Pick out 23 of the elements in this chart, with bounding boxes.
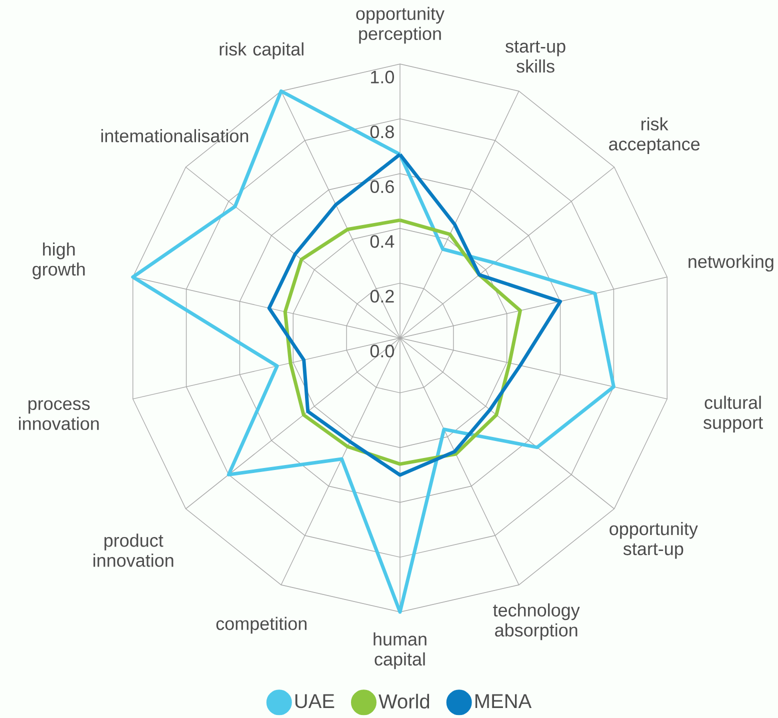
spoke-label: cultural support bbox=[704, 396, 763, 433]
spoke-label: risk capital bbox=[220, 42, 304, 60]
spoke-label: opportunity start-up bbox=[610, 522, 698, 559]
y-tick-label: 0.8 bbox=[370, 125, 394, 138]
spoke-label: human capital bbox=[374, 632, 426, 670]
spoke-label: risk acceptance bbox=[609, 117, 700, 154]
legend-label: World bbox=[378, 694, 430, 709]
spoke-label: process innovation bbox=[19, 400, 99, 430]
spoke-label: technology absorption bbox=[493, 603, 580, 640]
y-tick-label: 0.6 bbox=[370, 180, 394, 194]
spoke-label: start-up skills bbox=[506, 40, 566, 73]
legend-label: MENA bbox=[475, 694, 532, 708]
y-tick-label: 0.4 bbox=[370, 235, 394, 248]
y-tick-label: 1.0 bbox=[371, 70, 394, 84]
y-tick-label: 0.2 bbox=[370, 290, 394, 303]
spoke-label: intemationalisation bbox=[101, 129, 248, 142]
spoke-label: product innovation bbox=[94, 534, 174, 567]
spoke-label: opportunity perception bbox=[356, 6, 444, 44]
spoke-label: competition bbox=[216, 616, 306, 634]
y-tick-label: 0.0 bbox=[370, 344, 394, 358]
spoke-label: networking bbox=[688, 254, 774, 272]
legend-label: UAE bbox=[295, 694, 334, 708]
spoke-label: high growth bbox=[32, 242, 85, 280]
